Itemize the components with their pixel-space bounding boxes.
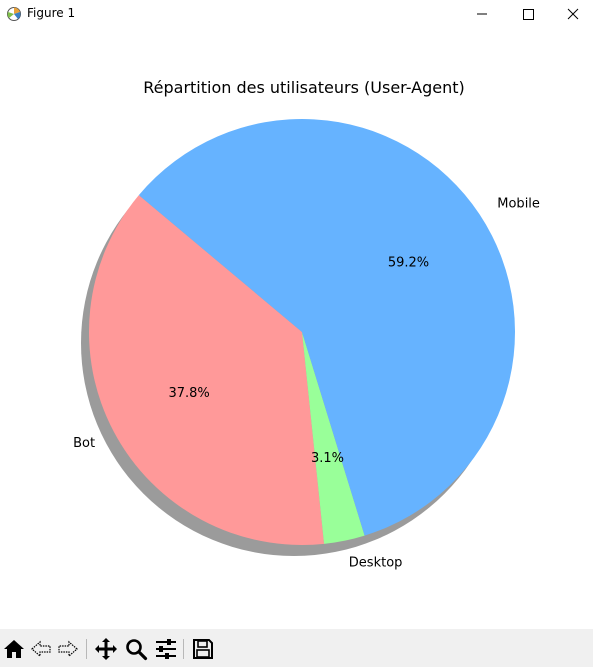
chart-title: Répartition des utilisateurs (User-Agent… — [143, 78, 465, 97]
minimize-icon[interactable] — [459, 0, 505, 28]
pie-slice-mobile — [138, 118, 516, 536]
configure-subplots-icon[interactable] — [154, 637, 178, 661]
forward-icon[interactable] — [56, 637, 80, 661]
toolbar-separator — [183, 639, 184, 659]
navigation-toolbar — [0, 629, 593, 667]
window-title: Figure 1 — [27, 6, 76, 20]
slice-percent-bot: 37.8% — [168, 386, 209, 401]
save-icon[interactable] — [191, 637, 215, 661]
figure-canvas[interactable]: Répartition des utilisateurs (User-Agent… — [0, 28, 593, 629]
home-icon[interactable] — [2, 637, 26, 661]
back-icon[interactable] — [29, 637, 53, 661]
pie-slice-bot — [89, 195, 325, 545]
slice-label-bot: Bot — [73, 436, 95, 451]
slice-percent-desktop: 3.1% — [311, 451, 344, 466]
maximize-icon[interactable] — [505, 0, 551, 28]
matplotlib-app-icon — [7, 7, 21, 21]
pie-labels: Bot 37.8% Desktop 3.1% Mobile 59.2% — [73, 197, 540, 571]
title-bar: Figure 1 — [0, 0, 593, 28]
zoom-icon[interactable] — [124, 637, 148, 661]
slice-percent-mobile: 59.2% — [388, 255, 429, 270]
pie-chart: Répartition des utilisateurs (User-Agent… — [73, 78, 540, 571]
close-icon[interactable] — [550, 0, 593, 28]
slice-label-desktop: Desktop — [349, 556, 403, 571]
pan-icon[interactable] — [94, 637, 118, 661]
pie-slice-desktop — [302, 332, 365, 544]
toolbar-separator — [86, 639, 87, 659]
pie-slices — [81, 118, 516, 556]
slice-label-mobile: Mobile — [497, 197, 540, 212]
